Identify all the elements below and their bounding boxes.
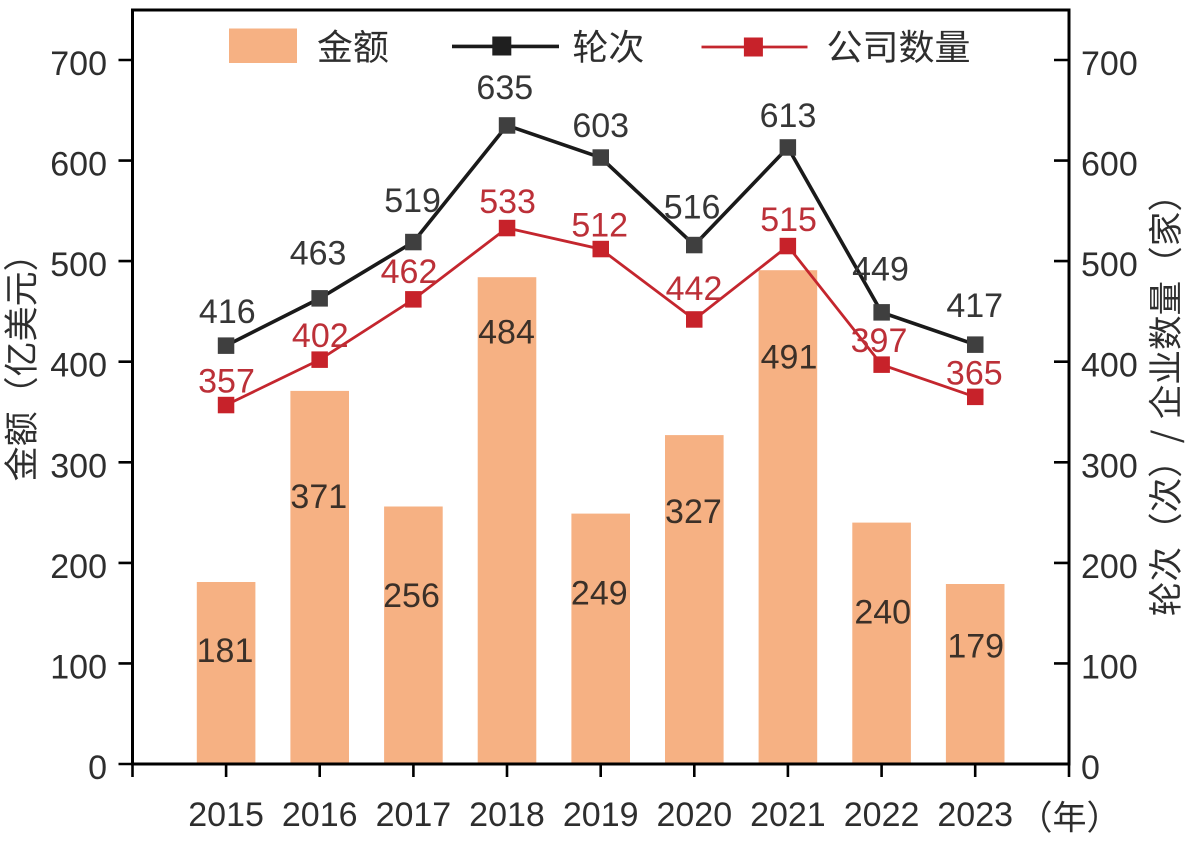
svg-text:400: 400 (1081, 347, 1138, 385)
svg-text:516: 516 (664, 188, 721, 226)
svg-text:2018: 2018 (469, 796, 545, 834)
svg-text:463: 463 (290, 235, 347, 273)
svg-text:700: 700 (50, 45, 107, 83)
svg-text:365: 365 (946, 354, 1003, 392)
svg-text:200: 200 (1081, 548, 1138, 586)
svg-text:100: 100 (50, 648, 107, 686)
svg-text:256: 256 (383, 577, 440, 615)
svg-text:512: 512 (571, 207, 628, 245)
svg-text:300: 300 (50, 447, 107, 485)
svg-text:700: 700 (1081, 45, 1138, 83)
svg-text:2023: 2023 (937, 796, 1013, 834)
svg-text:100: 100 (1081, 648, 1138, 686)
svg-text:400: 400 (50, 347, 107, 385)
svg-text:2020: 2020 (656, 796, 732, 834)
svg-text:417: 417 (946, 287, 1003, 325)
svg-text:249: 249 (571, 575, 628, 613)
svg-text:371: 371 (290, 478, 347, 516)
svg-text:327: 327 (665, 493, 722, 531)
svg-text:2019: 2019 (563, 796, 639, 834)
svg-text:515: 515 (760, 201, 817, 239)
svg-text:442: 442 (666, 270, 723, 308)
svg-text:2017: 2017 (376, 796, 452, 834)
svg-text:484: 484 (478, 313, 535, 351)
svg-text:635: 635 (476, 69, 533, 107)
svg-text:2016: 2016 (282, 796, 358, 834)
svg-text:200: 200 (50, 548, 107, 586)
svg-text:600: 600 (1081, 146, 1138, 184)
svg-text:600: 600 (50, 146, 107, 184)
svg-text:240: 240 (854, 594, 911, 632)
svg-text:449: 449 (852, 250, 909, 288)
svg-text:533: 533 (479, 183, 536, 221)
svg-text:2015: 2015 (188, 796, 264, 834)
svg-text:500: 500 (50, 246, 107, 284)
svg-text:462: 462 (381, 253, 438, 291)
svg-text:500: 500 (1081, 246, 1138, 284)
svg-text:0: 0 (1081, 749, 1100, 787)
svg-text:402: 402 (292, 317, 349, 355)
svg-text:0: 0 (88, 749, 107, 787)
svg-text:2022: 2022 (844, 796, 920, 834)
svg-text:397: 397 (851, 322, 908, 360)
svg-text:603: 603 (572, 107, 629, 145)
svg-text:491: 491 (761, 338, 818, 376)
svg-text:357: 357 (198, 362, 255, 400)
svg-text:613: 613 (760, 97, 817, 135)
svg-text:416: 416 (199, 293, 256, 331)
svg-text:519: 519 (384, 182, 441, 220)
svg-text:300: 300 (1081, 447, 1138, 485)
svg-text:181: 181 (197, 632, 254, 670)
svg-text:179: 179 (947, 627, 1004, 665)
svg-text:2021: 2021 (750, 796, 826, 834)
